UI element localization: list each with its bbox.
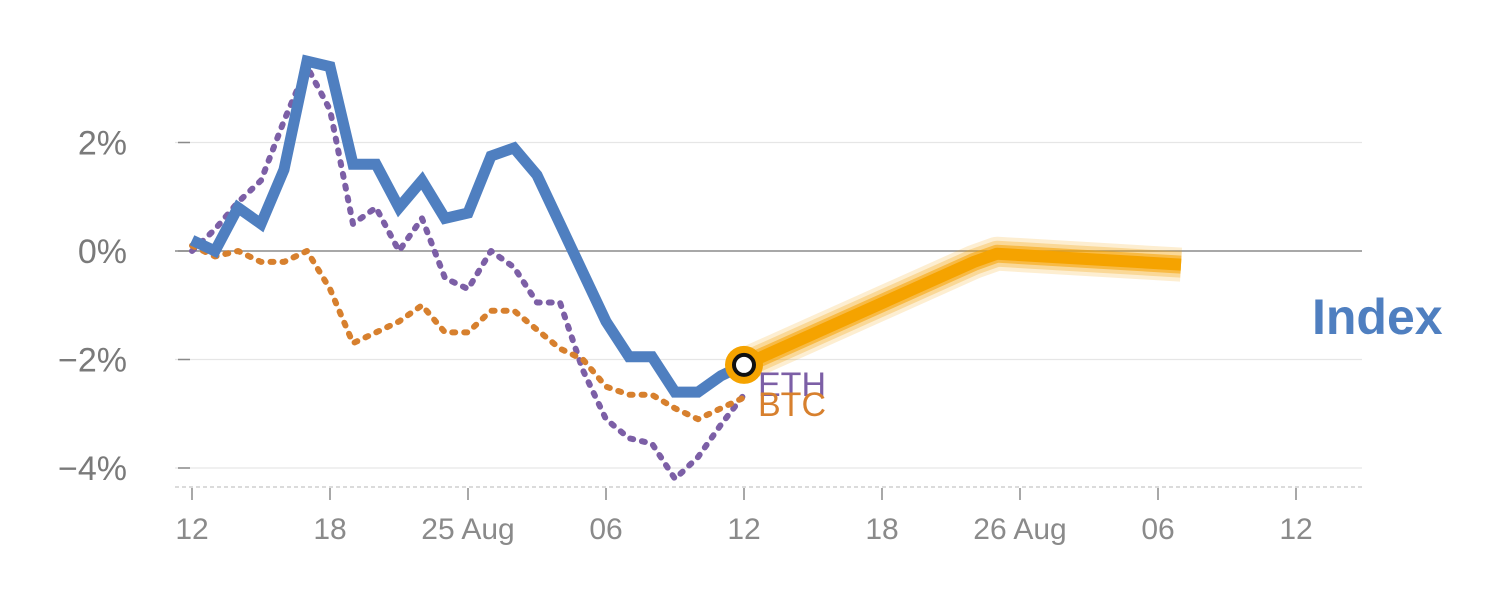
y-tick-label: −4% [58, 450, 127, 488]
x-tick-label: 12 [1279, 513, 1312, 546]
btc-series-label: BTC [758, 386, 826, 424]
forecast-band [737, 236, 1183, 381]
index-series-label: Index [1312, 289, 1443, 345]
eth-series-label: ETH [758, 366, 826, 404]
forecast-band-layer [741, 247, 1182, 371]
y-tick-label: 2% [78, 125, 127, 163]
btc-series-line [189, 242, 747, 423]
y-axis-ticks: 2% 0% −2% −4% [58, 125, 190, 488]
series-lines [189, 54, 747, 482]
x-tick-label: 12 [727, 513, 760, 546]
x-tick-label: 12 [175, 513, 208, 546]
series-labels: ETH BTC Index [758, 289, 1443, 424]
x-tick-label: 06 [589, 513, 622, 546]
x-tick-label: 18 [313, 513, 346, 546]
x-tick-label: 18 [865, 513, 898, 546]
current-value-marker [725, 345, 763, 384]
x-axis: 12 18 25 Aug 06 12 18 26 Aug 06 12 [175, 486, 1362, 546]
x-tick-label: 06 [1141, 513, 1174, 546]
eth-series-line [189, 63, 747, 482]
y-tick-label: −2% [58, 342, 127, 380]
marker-inner-dot [732, 352, 756, 377]
x-tick-label: 26 Aug [973, 513, 1066, 546]
y-tick-label: 0% [78, 233, 127, 271]
x-tick-label: 25 Aug [421, 513, 514, 546]
index-series-line [189, 54, 747, 398]
